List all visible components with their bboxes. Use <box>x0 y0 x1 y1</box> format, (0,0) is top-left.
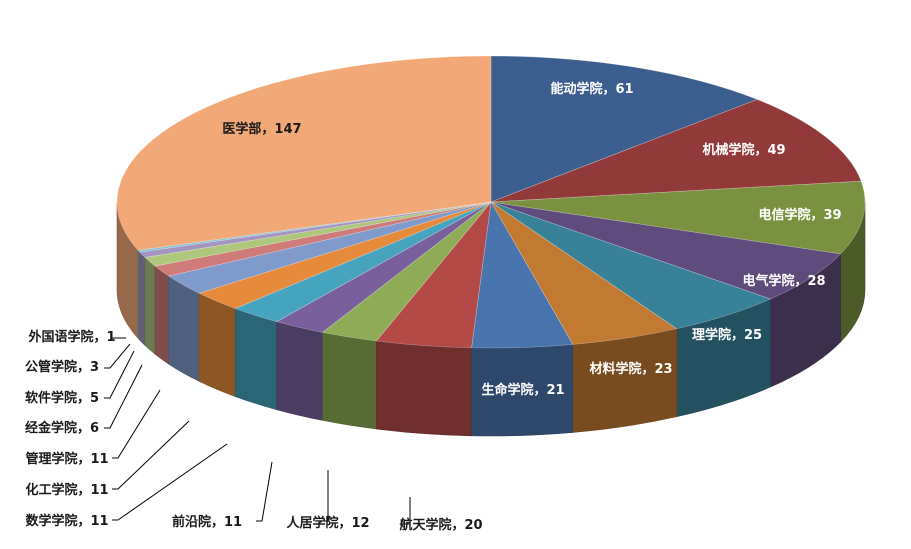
slice-15-top <box>144 201 492 267</box>
slice-14-leader-line <box>104 364 143 429</box>
slice-17-top <box>137 201 492 253</box>
leader-lines <box>104 337 411 525</box>
slice-11-top <box>234 201 492 322</box>
slice-1-label: 能动学院，61 <box>550 81 633 97</box>
slice-11-leader-line <box>112 443 228 521</box>
slice-11-label: 数学学院，11 <box>25 513 108 529</box>
slice-8-label: 航天学院，20 <box>399 517 482 533</box>
slice-9-leader-line <box>322 470 329 522</box>
slice-10-leader-line <box>256 461 273 522</box>
pie-top-faces <box>116 55 866 349</box>
slice-15-side <box>144 256 156 355</box>
slice-6-top <box>490 201 678 345</box>
slice-13-leader-line <box>112 389 161 459</box>
slice-3-top <box>490 180 866 255</box>
slice-7-label: 生命学院，21 <box>481 382 564 398</box>
slice-14-label: 经金学院，6 <box>25 420 99 436</box>
slice-2-top <box>490 99 862 203</box>
slice-13-label: 管理学院，11 <box>25 451 108 467</box>
slice-11-side <box>234 308 278 411</box>
slice-4-top <box>490 201 842 300</box>
slice-10-side <box>276 321 323 421</box>
slice-13-side <box>168 275 200 382</box>
slice-15-label: 软件学院，5 <box>25 390 99 406</box>
slice-9-label: 人居学院，12 <box>286 515 369 531</box>
slice-12-side <box>198 292 236 397</box>
slice-8-side <box>376 340 472 437</box>
slice-16-top <box>139 201 492 258</box>
slice-1-top <box>490 55 758 203</box>
slice-15-leader-line <box>104 350 135 399</box>
slice-10-label: 前沿院，11 <box>172 514 242 530</box>
slice-17-label: 外国语学院，1 <box>27 329 115 345</box>
slice-9-top <box>321 201 492 342</box>
slice-13-top <box>167 201 492 294</box>
slice-16-leader-line <box>104 343 131 369</box>
slice-8-top <box>375 201 492 349</box>
slice-6-label: 材料学院，23 <box>589 361 672 377</box>
slice-10-top <box>275 201 492 333</box>
slice-12-label: 化工学院，11 <box>25 482 108 498</box>
slice-labels: 能动学院，61 机械学院，49 电信学院，39 电气学院，28 理学院，25 材料学院，2… <box>25 81 842 533</box>
slice-16-label: 公管学院，3 <box>25 359 99 375</box>
slice-12-top <box>198 201 492 309</box>
slice-2-label: 机械学院，49 <box>702 142 785 158</box>
slice-14-top <box>154 201 492 277</box>
slice-18-label: 医学部，147 <box>222 121 301 137</box>
slice-6-side <box>572 328 677 433</box>
slice-9-side <box>322 331 377 430</box>
slice-12-leader-line <box>112 420 190 490</box>
pie-side-walls <box>116 201 866 437</box>
slice-7-top <box>471 201 574 349</box>
slice-4-label: 电气学院，28 <box>742 273 825 289</box>
slice-3-label: 电信学院，39 <box>758 207 841 223</box>
slice-16-side <box>139 251 146 347</box>
slice-14-side <box>154 265 170 365</box>
slice-8-leader-line <box>404 497 411 525</box>
slice-5-label: 理学院，25 <box>692 327 762 343</box>
slice-5-top <box>490 201 772 330</box>
slice-18-top <box>116 55 492 251</box>
